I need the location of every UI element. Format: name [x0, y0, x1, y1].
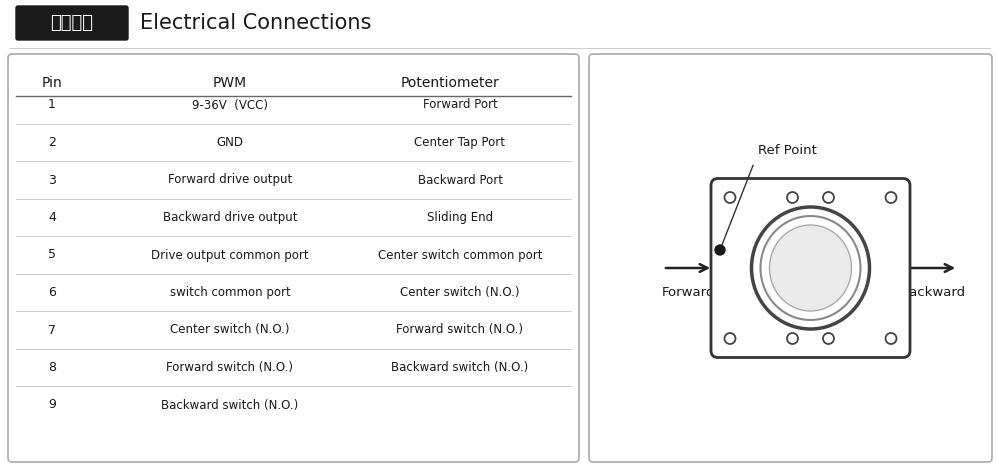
Text: Backward Port: Backward Port: [418, 173, 503, 187]
Text: 6: 6: [48, 286, 56, 299]
Text: Center switch common port: Center switch common port: [378, 248, 542, 261]
Text: Backward switch (N.O.): Backward switch (N.O.): [161, 398, 299, 411]
FancyBboxPatch shape: [711, 178, 910, 357]
Text: 7: 7: [48, 324, 56, 337]
Text: Pin: Pin: [42, 76, 62, 90]
Text: Forward drive output: Forward drive output: [168, 173, 292, 187]
Text: Forward Port: Forward Port: [423, 99, 497, 111]
Circle shape: [724, 192, 736, 203]
Text: Forward: Forward: [661, 286, 715, 299]
Text: Center switch (N.O.): Center switch (N.O.): [170, 324, 290, 337]
Text: Forward switch (N.O.): Forward switch (N.O.): [166, 361, 294, 374]
Text: 1: 1: [48, 99, 56, 111]
Text: PWM: PWM: [213, 76, 247, 90]
Circle shape: [787, 333, 798, 344]
Text: GND: GND: [216, 136, 244, 149]
Circle shape: [823, 333, 834, 344]
Text: 3: 3: [48, 173, 56, 187]
FancyBboxPatch shape: [8, 54, 579, 462]
Circle shape: [886, 333, 896, 344]
Text: Center Tap Port: Center Tap Port: [415, 136, 506, 149]
Circle shape: [715, 245, 725, 255]
Text: 4: 4: [48, 211, 56, 224]
FancyBboxPatch shape: [16, 6, 128, 40]
Text: Sliding End: Sliding End: [427, 211, 493, 224]
Text: Backward switch (N.O.): Backward switch (N.O.): [391, 361, 529, 374]
Circle shape: [787, 192, 798, 203]
FancyBboxPatch shape: [589, 54, 992, 462]
Text: 9: 9: [48, 398, 56, 411]
Text: 2: 2: [48, 136, 56, 149]
Text: 8: 8: [48, 361, 56, 374]
Circle shape: [823, 192, 834, 203]
Text: Center switch (N.O.): Center switch (N.O.): [400, 286, 520, 299]
Text: 5: 5: [48, 248, 56, 261]
Ellipse shape: [761, 216, 860, 320]
Text: Forward switch (N.O.): Forward switch (N.O.): [396, 324, 524, 337]
Text: Backward drive output: Backward drive output: [163, 211, 297, 224]
Ellipse shape: [752, 207, 870, 329]
Text: Ref Point: Ref Point: [758, 145, 817, 158]
Text: Electrical Connections: Electrical Connections: [140, 13, 371, 33]
Text: Potentiometer: Potentiometer: [401, 76, 499, 90]
Text: 电气安装: 电气安装: [50, 14, 94, 32]
Text: Backward: Backward: [900, 286, 966, 299]
Text: Drive output common port: Drive output common port: [151, 248, 309, 261]
Text: switch common port: switch common port: [170, 286, 290, 299]
Ellipse shape: [770, 225, 852, 311]
Text: 9-36V  (VCC): 9-36V (VCC): [192, 99, 268, 111]
Circle shape: [886, 192, 896, 203]
Circle shape: [724, 333, 736, 344]
